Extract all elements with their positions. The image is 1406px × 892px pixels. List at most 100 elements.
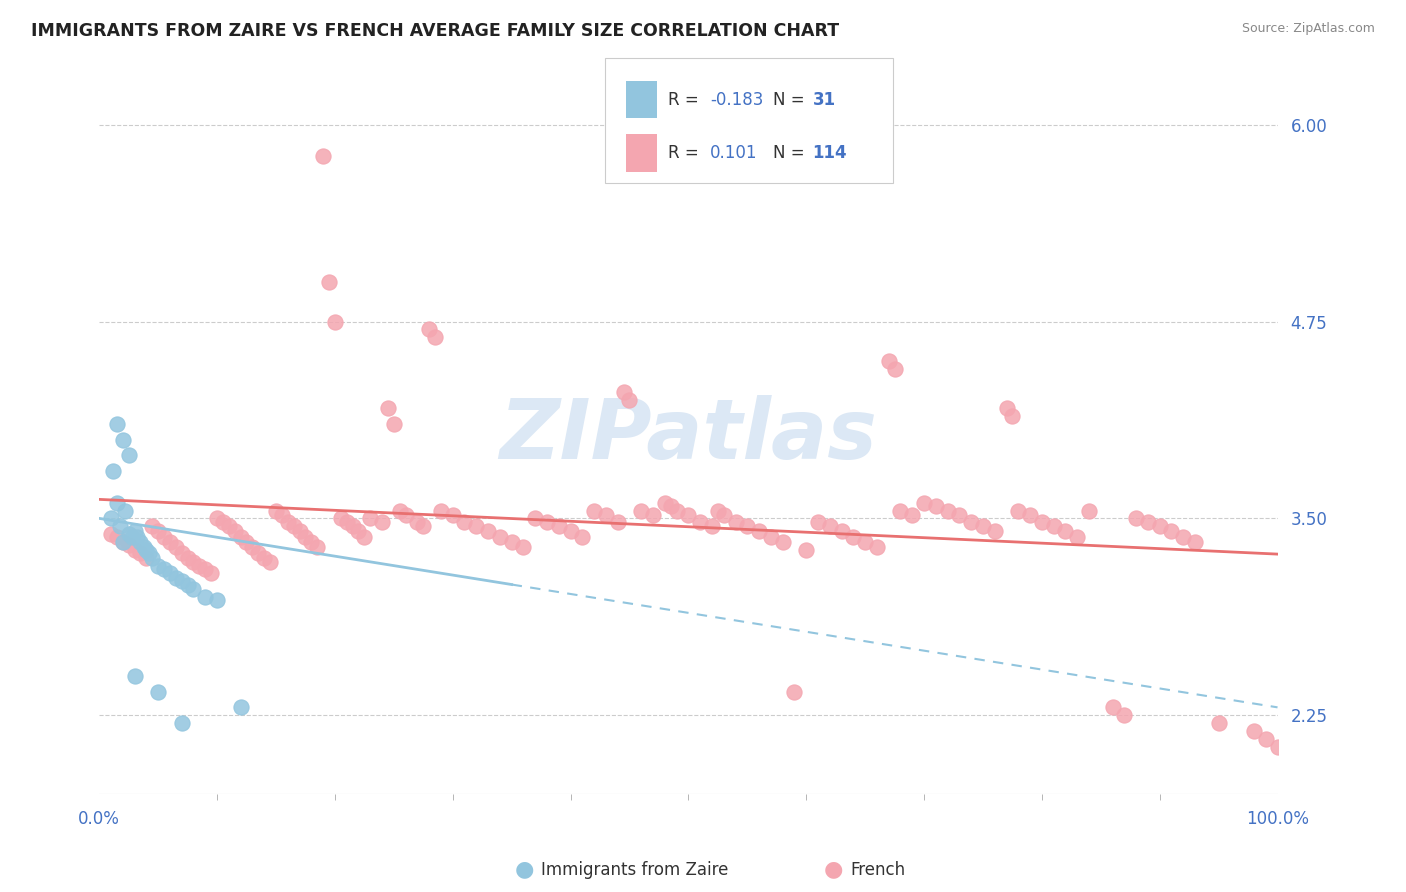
Point [1184, 535, 1206, 549]
Point [1136, 515, 1159, 529]
Point [1125, 511, 1147, 525]
Point [118, 538, 141, 552]
Point [866, 540, 889, 554]
Text: N =: N = [773, 91, 810, 109]
Point [388, 503, 411, 517]
Point [1007, 503, 1029, 517]
Point [312, 149, 335, 163]
Point [100, 527, 122, 541]
Point [1173, 530, 1195, 544]
Point [100, 511, 122, 525]
Point [229, 530, 252, 544]
Point [111, 535, 134, 549]
Point [912, 495, 935, 509]
Point [299, 535, 322, 549]
Point [1160, 524, 1182, 538]
Point [218, 519, 240, 533]
Point [235, 535, 257, 549]
Text: ●: ● [515, 860, 534, 880]
Point [176, 550, 198, 565]
Point [159, 566, 181, 581]
Point [194, 562, 217, 576]
Point [1031, 515, 1053, 529]
Point [129, 546, 152, 560]
Point [247, 546, 270, 560]
Point [382, 417, 405, 431]
Point [571, 530, 593, 544]
Point [146, 558, 169, 573]
Point [1042, 519, 1064, 533]
Point [1267, 739, 1289, 754]
Point [353, 530, 375, 544]
Text: R =: R = [668, 144, 704, 161]
Point [138, 546, 160, 560]
Point [412, 519, 434, 533]
Point [118, 527, 141, 541]
Text: -0.183: -0.183 [710, 91, 763, 109]
Point [159, 535, 181, 549]
Point [288, 524, 311, 538]
Point [336, 515, 359, 529]
Point [170, 716, 193, 731]
Point [329, 511, 352, 525]
Point [501, 535, 523, 549]
Point [524, 511, 547, 525]
Point [125, 530, 148, 544]
Point [583, 503, 606, 517]
Point [224, 524, 246, 538]
Point [877, 354, 900, 368]
Point [831, 524, 853, 538]
Point [153, 562, 176, 576]
Point [1208, 716, 1230, 731]
Point [960, 515, 983, 529]
Point [630, 503, 652, 517]
Point [183, 556, 205, 570]
Point [441, 508, 464, 523]
Text: R =: R = [668, 91, 704, 109]
Point [700, 519, 723, 533]
Point [1066, 530, 1088, 544]
Point [253, 550, 276, 565]
Point [153, 530, 176, 544]
Point [259, 556, 281, 570]
Point [453, 515, 475, 529]
Point [110, 519, 132, 533]
Point [654, 495, 676, 509]
Point [111, 535, 134, 549]
Point [807, 515, 830, 529]
Text: 114: 114 [813, 144, 848, 161]
Point [995, 401, 1018, 416]
Point [689, 515, 711, 529]
Point [948, 508, 970, 523]
Text: Source: ZipAtlas.com: Source: ZipAtlas.com [1241, 22, 1375, 36]
Point [1054, 524, 1077, 538]
Point [124, 542, 146, 557]
Text: N =: N = [773, 144, 810, 161]
Text: French: French [851, 861, 905, 879]
Point [165, 571, 187, 585]
Point [759, 530, 782, 544]
Point [883, 361, 905, 376]
Text: IMMIGRANTS FROM ZAIRE VS FRENCH AVERAGE FAMILY SIZE CORRELATION CHART: IMMIGRANTS FROM ZAIRE VS FRENCH AVERAGE … [31, 22, 839, 40]
Point [277, 515, 299, 529]
Point [129, 535, 152, 549]
Point [889, 503, 911, 517]
Point [560, 524, 582, 538]
Point [170, 546, 193, 560]
Point [105, 530, 128, 544]
Point [619, 393, 641, 408]
Point [465, 519, 488, 533]
Point [418, 322, 440, 336]
Point [188, 558, 211, 573]
Point [146, 524, 169, 538]
Point [371, 515, 394, 529]
Point [124, 524, 146, 538]
Text: 0.101: 0.101 [710, 144, 758, 161]
Point [735, 519, 758, 533]
Point [205, 593, 228, 607]
Text: ZIPatlas: ZIPatlas [499, 395, 877, 476]
Point [842, 530, 865, 544]
Point [165, 540, 187, 554]
Point [377, 401, 399, 416]
Point [536, 515, 558, 529]
